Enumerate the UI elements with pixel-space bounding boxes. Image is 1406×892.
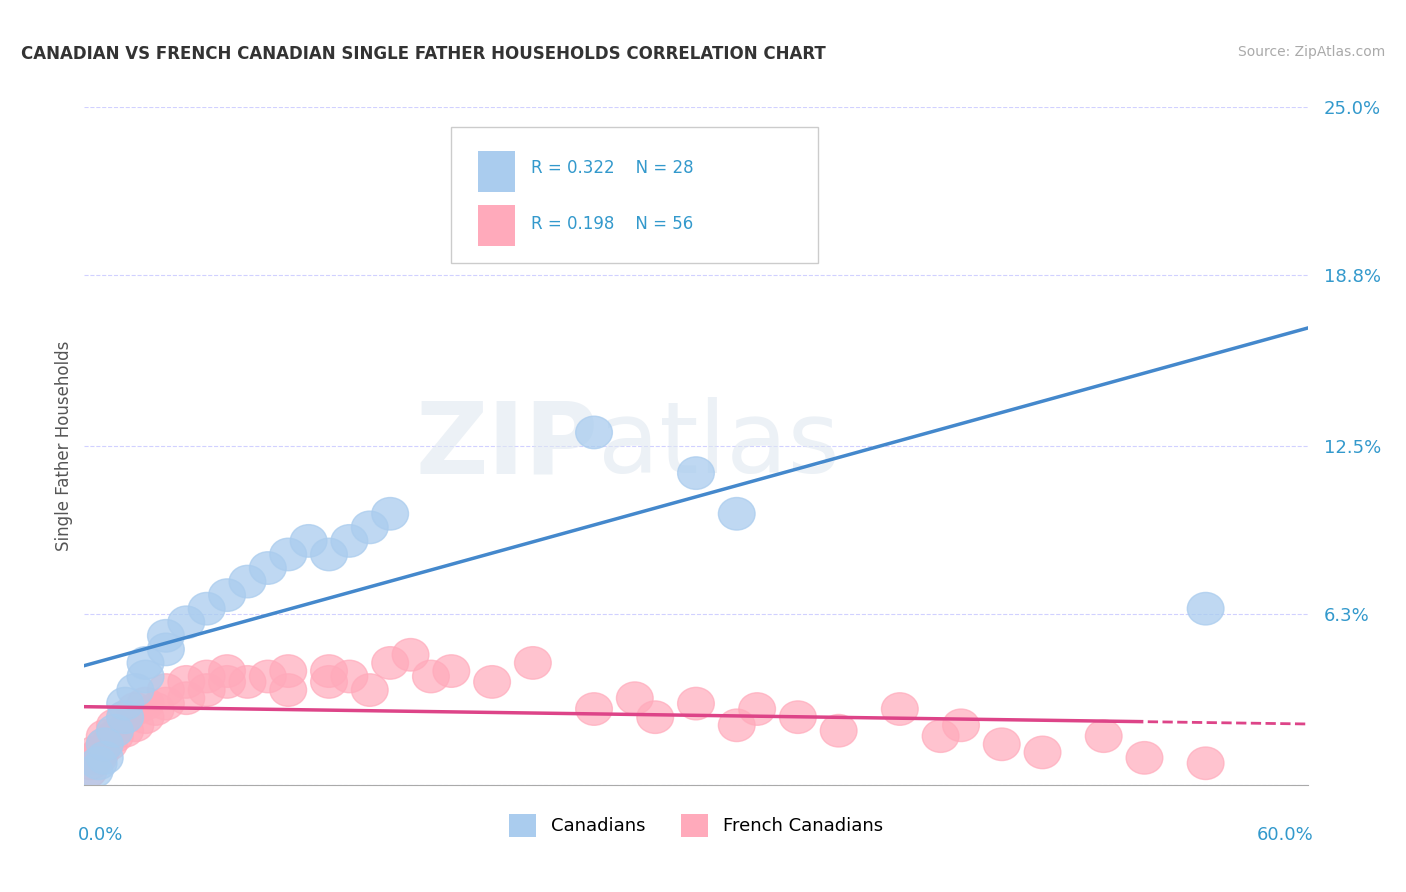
Ellipse shape [83, 736, 120, 769]
Ellipse shape [80, 747, 117, 780]
Ellipse shape [76, 736, 112, 769]
Ellipse shape [718, 709, 755, 741]
Legend: Canadians, French Canadians: Canadians, French Canadians [502, 807, 890, 844]
Ellipse shape [983, 728, 1021, 761]
Ellipse shape [270, 673, 307, 706]
Text: ZIP: ZIP [415, 398, 598, 494]
Ellipse shape [97, 720, 134, 753]
Ellipse shape [290, 524, 328, 558]
Ellipse shape [678, 688, 714, 720]
Ellipse shape [97, 714, 134, 747]
Ellipse shape [188, 673, 225, 706]
Ellipse shape [637, 701, 673, 733]
Ellipse shape [616, 681, 654, 714]
Ellipse shape [352, 511, 388, 543]
Ellipse shape [70, 756, 107, 788]
Ellipse shape [474, 665, 510, 698]
Ellipse shape [97, 709, 134, 741]
Ellipse shape [678, 457, 714, 490]
Ellipse shape [148, 620, 184, 652]
Ellipse shape [1126, 741, 1163, 774]
Ellipse shape [138, 693, 174, 725]
Ellipse shape [1085, 720, 1122, 753]
Text: CANADIAN VS FRENCH CANADIAN SINGLE FATHER HOUSEHOLDS CORRELATION CHART: CANADIAN VS FRENCH CANADIAN SINGLE FATHE… [21, 45, 825, 62]
Ellipse shape [72, 747, 108, 780]
Ellipse shape [330, 524, 368, 558]
Ellipse shape [311, 665, 347, 698]
Text: atlas: atlas [598, 398, 839, 494]
Ellipse shape [249, 660, 287, 693]
Ellipse shape [107, 714, 143, 747]
Ellipse shape [107, 688, 143, 720]
Ellipse shape [371, 647, 409, 679]
Ellipse shape [515, 647, 551, 679]
Ellipse shape [352, 673, 388, 706]
Ellipse shape [882, 693, 918, 725]
FancyBboxPatch shape [478, 151, 515, 192]
Ellipse shape [433, 655, 470, 688]
Ellipse shape [148, 673, 184, 706]
Ellipse shape [148, 688, 184, 720]
Ellipse shape [738, 693, 776, 725]
Ellipse shape [229, 665, 266, 698]
Text: R = 0.198    N = 56: R = 0.198 N = 56 [531, 215, 693, 233]
Ellipse shape [117, 709, 153, 741]
Ellipse shape [270, 538, 307, 571]
Ellipse shape [188, 592, 225, 625]
Ellipse shape [90, 728, 127, 761]
Ellipse shape [515, 199, 551, 232]
Ellipse shape [1024, 736, 1062, 769]
Ellipse shape [167, 606, 205, 639]
Ellipse shape [942, 709, 980, 741]
Ellipse shape [229, 566, 266, 598]
Ellipse shape [76, 741, 112, 774]
Ellipse shape [117, 673, 153, 706]
Ellipse shape [80, 741, 117, 774]
Ellipse shape [575, 417, 613, 449]
Ellipse shape [392, 639, 429, 671]
Ellipse shape [107, 701, 143, 733]
Ellipse shape [188, 660, 225, 693]
Ellipse shape [86, 728, 124, 761]
Ellipse shape [922, 720, 959, 753]
Ellipse shape [76, 756, 112, 788]
Ellipse shape [820, 714, 858, 747]
Ellipse shape [107, 701, 143, 733]
Y-axis label: Single Father Households: Single Father Households [55, 341, 73, 551]
Ellipse shape [127, 688, 165, 720]
Ellipse shape [127, 660, 165, 693]
Ellipse shape [208, 579, 246, 611]
FancyBboxPatch shape [451, 128, 818, 263]
Ellipse shape [1187, 592, 1225, 625]
FancyBboxPatch shape [478, 205, 515, 246]
Ellipse shape [718, 498, 755, 530]
Ellipse shape [779, 701, 817, 733]
Ellipse shape [249, 552, 287, 584]
Ellipse shape [127, 701, 165, 733]
Ellipse shape [86, 720, 124, 753]
Ellipse shape [311, 655, 347, 688]
Ellipse shape [208, 665, 246, 698]
Ellipse shape [208, 655, 246, 688]
Ellipse shape [371, 498, 409, 530]
Text: Source: ZipAtlas.com: Source: ZipAtlas.com [1237, 45, 1385, 59]
Ellipse shape [86, 741, 124, 774]
Ellipse shape [412, 660, 450, 693]
Ellipse shape [127, 647, 165, 679]
Ellipse shape [167, 665, 205, 698]
Ellipse shape [148, 633, 184, 665]
Text: 60.0%: 60.0% [1257, 826, 1313, 844]
Text: 0.0%: 0.0% [79, 826, 124, 844]
Ellipse shape [311, 538, 347, 571]
Ellipse shape [1187, 747, 1225, 780]
Ellipse shape [117, 693, 153, 725]
Ellipse shape [86, 728, 124, 761]
Ellipse shape [575, 693, 613, 725]
Ellipse shape [167, 681, 205, 714]
Ellipse shape [270, 655, 307, 688]
Text: R = 0.322    N = 28: R = 0.322 N = 28 [531, 159, 693, 177]
Ellipse shape [330, 660, 368, 693]
